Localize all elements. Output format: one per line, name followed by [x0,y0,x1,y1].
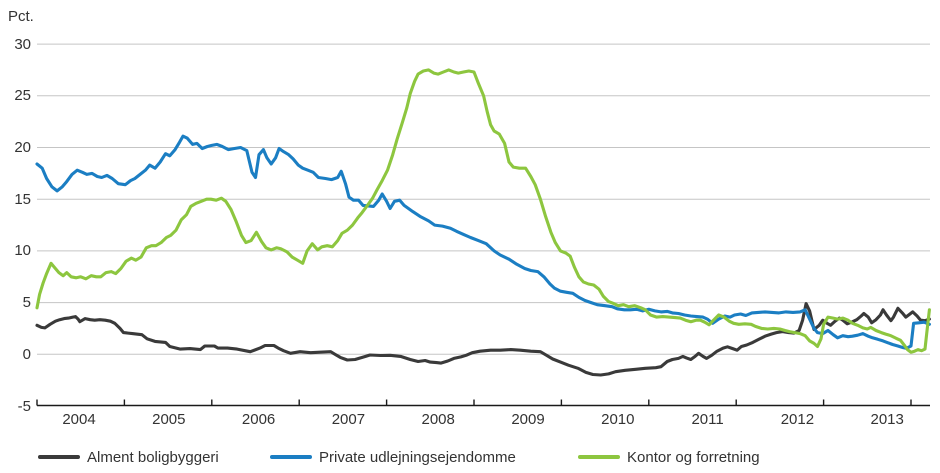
y-tick-label: 10 [14,242,31,260]
y-tick-label: 0 [22,345,31,363]
x-year-label: 2011 [691,411,724,428]
x-year-label: 2010 [601,411,635,428]
x-year-label: 2007 [331,411,366,428]
x-year-label: 2004 [62,411,96,428]
legend-item-private-udlejningsejendomme: Private udlejningsejendomme [270,447,516,467]
y-axis-unit-label: Pct. [8,8,34,25]
legend-swatch [38,454,80,460]
legend-swatch [578,454,620,460]
legend-label: Private udlejningsejendomme [319,448,516,466]
x-year-label: 2009 [511,411,545,428]
x-year-label: 2013 [870,411,904,428]
series-line-private-udlejningsejendomme [35,134,931,350]
legend-item-alment-boligbyggeri: Alment boligbyggeri [38,447,219,467]
legend-label: Alment boligbyggeri [87,448,219,466]
legend-item-kontor-og-forretning: Kontor og forretning [578,447,760,467]
x-year-label: 2012 [780,411,815,428]
y-tick-label: 5 [22,294,31,312]
legend-swatch [270,454,312,460]
x-year-label: 2006 [241,411,276,428]
y-tick-label: 15 [14,190,31,208]
y-tick-label: 20 [14,139,31,156]
y-tick-label: 30 [14,35,31,53]
y-tick-label: -5 [17,397,31,415]
legend-label: Kontor og forretning [627,448,760,466]
series-line-alment-boligbyggeri [35,302,931,377]
y-tick-label: 25 [14,87,31,105]
series-line-kontor-og-forretning [35,68,931,354]
x-year-label: 2008 [421,411,455,428]
x-year-label: 2005 [152,411,186,428]
